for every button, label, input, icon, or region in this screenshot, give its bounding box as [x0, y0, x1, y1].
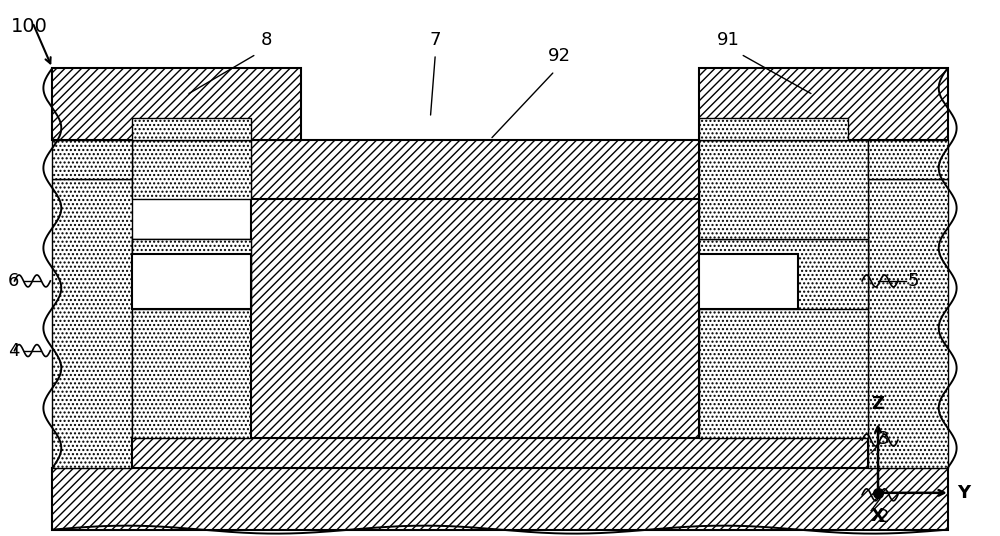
Text: Y: Y	[958, 484, 971, 502]
Text: 4: 4	[8, 341, 19, 360]
Bar	[699, 254, 798, 309]
Bar	[52, 180, 132, 468]
Text: 92: 92	[548, 47, 571, 65]
Text: 91: 91	[717, 31, 740, 49]
Text: 3: 3	[878, 430, 890, 448]
Bar	[699, 140, 868, 239]
Bar	[699, 68, 948, 140]
Bar	[132, 254, 251, 309]
Text: 2: 2	[878, 508, 890, 526]
Text: 100: 100	[11, 17, 47, 36]
Bar	[251, 140, 699, 199]
Bar	[132, 438, 868, 468]
Text: 8: 8	[261, 31, 272, 49]
Bar	[868, 140, 948, 180]
Bar	[132, 118, 251, 140]
Bar	[52, 140, 132, 180]
Bar	[251, 169, 699, 438]
Text: 7: 7	[430, 31, 441, 49]
Bar	[132, 140, 251, 199]
Bar	[52, 68, 301, 140]
Text: Z: Z	[872, 395, 884, 413]
Text: 6: 6	[8, 272, 19, 290]
Bar	[699, 239, 868, 438]
Text: 5: 5	[908, 272, 919, 290]
Text: X: X	[871, 507, 885, 525]
Bar	[868, 180, 948, 468]
Bar	[132, 239, 251, 438]
Bar	[699, 118, 848, 140]
Bar	[52, 468, 948, 530]
Bar	[132, 239, 251, 309]
Bar	[699, 239, 868, 309]
